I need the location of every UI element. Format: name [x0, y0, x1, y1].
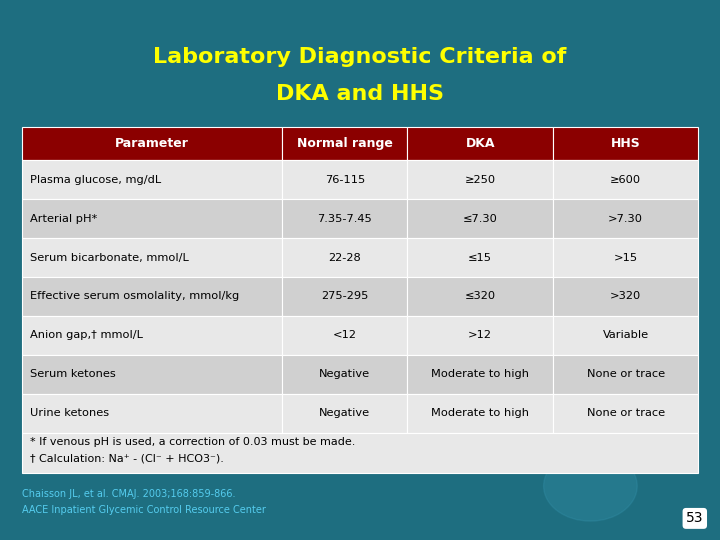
Text: <12: <12	[333, 330, 357, 340]
Text: DKA and HHS: DKA and HHS	[276, 84, 444, 105]
FancyBboxPatch shape	[282, 277, 408, 316]
Text: ≥250: ≥250	[464, 175, 495, 185]
FancyBboxPatch shape	[282, 127, 408, 160]
Text: DKA: DKA	[465, 137, 495, 150]
Text: 53: 53	[686, 511, 703, 525]
Circle shape	[544, 451, 637, 521]
Text: None or trace: None or trace	[587, 369, 665, 379]
Text: Variable: Variable	[603, 330, 649, 340]
Text: >12: >12	[468, 330, 492, 340]
Text: 22-28: 22-28	[328, 253, 361, 262]
Text: Negative: Negative	[319, 408, 370, 418]
Text: HHS: HHS	[611, 137, 641, 150]
Text: 76-115: 76-115	[325, 175, 365, 185]
Text: Effective serum osmolality, mmol/kg: Effective serum osmolality, mmol/kg	[30, 292, 240, 301]
Text: Parameter: Parameter	[115, 137, 189, 150]
FancyBboxPatch shape	[408, 394, 553, 433]
FancyBboxPatch shape	[408, 238, 553, 277]
Text: Normal range: Normal range	[297, 137, 392, 150]
FancyBboxPatch shape	[553, 127, 698, 160]
FancyBboxPatch shape	[408, 160, 553, 199]
Text: Arterial pH*: Arterial pH*	[30, 214, 97, 224]
FancyBboxPatch shape	[22, 433, 698, 473]
Text: AACE Inpatient Glycemic Control Resource Center: AACE Inpatient Glycemic Control Resource…	[22, 505, 266, 515]
Text: >15: >15	[613, 253, 638, 262]
FancyBboxPatch shape	[282, 238, 408, 277]
Text: 275-295: 275-295	[321, 292, 369, 301]
Text: Anion gap,† mmol/L: Anion gap,† mmol/L	[30, 330, 143, 340]
Text: † Calculation: Na⁺ - (Cl⁻ + HCO3⁻).: † Calculation: Na⁺ - (Cl⁻ + HCO3⁻).	[30, 454, 224, 463]
FancyBboxPatch shape	[22, 238, 282, 277]
Text: Serum bicarbonate, mmol/L: Serum bicarbonate, mmol/L	[30, 253, 189, 262]
FancyBboxPatch shape	[282, 355, 408, 394]
Text: 7.35-7.45: 7.35-7.45	[318, 214, 372, 224]
Text: Chaisson JL, et al. CMAJ. 2003;168:859-866.: Chaisson JL, et al. CMAJ. 2003;168:859-8…	[22, 489, 235, 499]
FancyBboxPatch shape	[408, 316, 553, 355]
FancyBboxPatch shape	[553, 355, 698, 394]
FancyBboxPatch shape	[22, 394, 282, 433]
FancyBboxPatch shape	[282, 199, 408, 238]
Text: Plasma glucose, mg/dL: Plasma glucose, mg/dL	[30, 175, 161, 185]
Text: None or trace: None or trace	[587, 408, 665, 418]
Text: * If venous pH is used, a correction of 0.03 must be made.: * If venous pH is used, a correction of …	[30, 437, 356, 447]
FancyBboxPatch shape	[553, 394, 698, 433]
Text: ≤320: ≤320	[464, 292, 495, 301]
FancyBboxPatch shape	[553, 316, 698, 355]
FancyBboxPatch shape	[408, 277, 553, 316]
Text: ≤7.30: ≤7.30	[463, 214, 498, 224]
Text: Urine ketones: Urine ketones	[30, 408, 109, 418]
FancyBboxPatch shape	[553, 199, 698, 238]
Text: Serum ketones: Serum ketones	[30, 369, 116, 379]
Text: Moderate to high: Moderate to high	[431, 369, 529, 379]
Text: >7.30: >7.30	[608, 214, 643, 224]
FancyBboxPatch shape	[282, 160, 408, 199]
FancyBboxPatch shape	[553, 160, 698, 199]
FancyBboxPatch shape	[553, 277, 698, 316]
FancyBboxPatch shape	[408, 127, 553, 160]
FancyBboxPatch shape	[408, 199, 553, 238]
FancyBboxPatch shape	[553, 238, 698, 277]
FancyBboxPatch shape	[22, 277, 282, 316]
Text: >320: >320	[610, 292, 642, 301]
Text: Laboratory Diagnostic Criteria of: Laboratory Diagnostic Criteria of	[153, 46, 567, 67]
FancyBboxPatch shape	[22, 160, 282, 199]
FancyBboxPatch shape	[22, 127, 282, 160]
FancyBboxPatch shape	[22, 199, 282, 238]
Text: Moderate to high: Moderate to high	[431, 408, 529, 418]
FancyBboxPatch shape	[22, 316, 282, 355]
Text: ≥600: ≥600	[610, 175, 642, 185]
Text: ≤15: ≤15	[468, 253, 492, 262]
FancyBboxPatch shape	[282, 394, 408, 433]
FancyBboxPatch shape	[282, 316, 408, 355]
FancyBboxPatch shape	[408, 355, 553, 394]
FancyBboxPatch shape	[22, 355, 282, 394]
Text: Negative: Negative	[319, 369, 370, 379]
